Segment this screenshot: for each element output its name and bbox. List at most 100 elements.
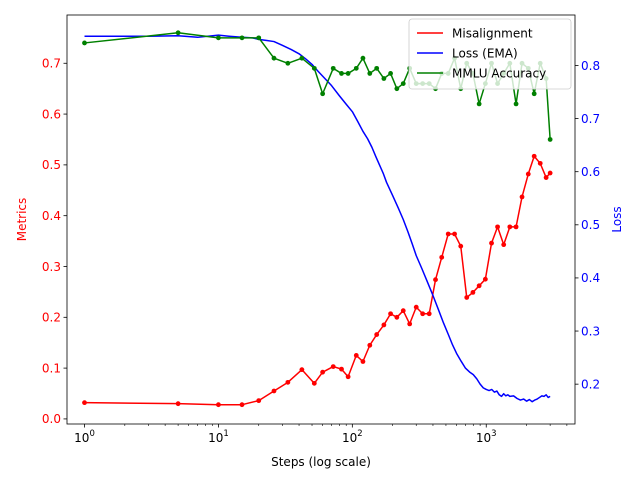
mmlu-accuracy-point — [330, 65, 336, 71]
mmlu-accuracy-point — [388, 71, 393, 76]
loss-ema-line — [84, 34, 551, 403]
misalignment-point — [482, 276, 488, 282]
x-tick-label-base: 10 — [208, 431, 223, 445]
misalignment-point — [285, 379, 291, 385]
mmlu-accuracy-point — [256, 35, 262, 41]
misalignment-point — [360, 359, 366, 364]
y-right-tick-label: 0.7 — [581, 112, 600, 126]
misalignment-point — [537, 160, 543, 166]
mmlu-accuracy-point — [271, 55, 277, 61]
mmlu-accuracy-point — [400, 81, 406, 86]
y-left-tick-label: 0.1 — [42, 361, 61, 375]
mmlu-accuracy-point — [353, 65, 359, 71]
legend-label-loss-ema: Loss (EMA) — [452, 46, 518, 60]
misalignment-point — [452, 231, 457, 237]
y-right-tick-label: 0.2 — [581, 377, 600, 391]
misalignment-point — [339, 366, 344, 372]
misalignment-point — [501, 242, 507, 248]
mmlu-accuracy-point — [345, 71, 351, 76]
misalignment-point — [413, 304, 419, 310]
mmlu-accuracy-point — [175, 30, 181, 36]
y-axis-right-label: Loss — [610, 206, 624, 232]
misalignment-point — [400, 308, 406, 314]
misalignment-point — [388, 311, 393, 317]
misalignment-point — [531, 153, 537, 159]
plot-frame — [66, 14, 576, 425]
y-right-tick-label: 0.8 — [581, 59, 600, 73]
x-tick-label: 102 — [342, 429, 363, 445]
misalignment-point — [299, 367, 305, 373]
misalignment-point — [239, 402, 245, 408]
mmlu-accuracy-point — [367, 71, 373, 76]
mmlu-accuracy-point — [285, 60, 291, 66]
mmlu-accuracy-point — [531, 91, 537, 97]
misalignment-point — [495, 224, 500, 230]
misalignment-point — [513, 224, 519, 230]
legend-box — [408, 18, 572, 90]
mmlu-accuracy-point — [476, 101, 482, 107]
misalignment-point — [519, 194, 525, 200]
mmlu-accuracy-point — [513, 101, 519, 107]
mmlu-accuracy-point — [374, 65, 380, 71]
legend-label-mmlu-accuracy: MMLU Accuracy — [452, 66, 546, 80]
x-tick-label-base: 10 — [342, 431, 357, 445]
misalignment-point — [394, 314, 400, 320]
misalignment-point — [470, 290, 476, 295]
mmlu-accuracy-point — [547, 137, 553, 142]
mmlu-accuracy-point — [311, 65, 317, 71]
y-left-tick-label: 0.6 — [42, 107, 61, 121]
mmlu-accuracy-point — [299, 55, 305, 61]
mmlu-accuracy-point — [82, 40, 87, 46]
misalignment-point — [216, 402, 221, 408]
x-tick-label: 103 — [476, 429, 497, 445]
misalignment-point — [367, 342, 373, 348]
misalignment-point — [476, 283, 482, 289]
y-axis-right: 0.2 0.3 0.4 0.5 0.6 0.7 0.8 — [575, 59, 600, 391]
y-right-tick-label: 0.4 — [581, 271, 600, 285]
misalignment-point — [445, 231, 451, 237]
x-tick-label-exponent: 3 — [491, 429, 496, 439]
misalignment-point — [381, 322, 387, 328]
misalignment-point — [330, 364, 336, 369]
y-left-tick-label: 0.5 — [42, 158, 61, 172]
misalignment-point — [82, 400, 87, 406]
y-left-tick-label: 0.0 — [42, 412, 61, 426]
misalignment-point — [547, 170, 553, 176]
misalignment-point — [311, 380, 317, 386]
misalignment-point — [439, 254, 445, 260]
x-tick-label-base: 10 — [74, 431, 89, 445]
misalignment-point — [433, 277, 438, 283]
misalignment-point — [489, 240, 494, 246]
y-left-tick-label: 0.7 — [42, 57, 61, 71]
mmlu-accuracy-point — [394, 86, 400, 92]
misalignment-point — [175, 401, 181, 407]
mmlu-accuracy-point — [360, 55, 366, 61]
mmlu-accuracy-point — [239, 35, 245, 41]
y-left-tick-label: 0.4 — [42, 209, 61, 223]
y-right-tick-label: 0.3 — [581, 324, 600, 338]
legend: Misalignment Loss (EMA) MMLU Accuracy — [408, 18, 572, 90]
mmlu-accuracy-point — [216, 35, 221, 41]
y-left-tick-label: 0.3 — [42, 260, 61, 274]
y-right-tick-label: 0.5 — [581, 218, 600, 232]
mmlu-accuracy-point — [339, 71, 344, 76]
misalignment-point — [353, 353, 359, 358]
misalignment-point — [374, 332, 380, 337]
legend-label-misalignment: Misalignment — [452, 26, 533, 40]
misalignment-point — [507, 224, 513, 230]
x-tick-label-exponent: 0 — [89, 429, 94, 439]
misalignment-point — [543, 175, 549, 180]
y-right-tick-label: 0.6 — [581, 165, 600, 179]
misalignment-point — [256, 398, 262, 404]
x-tick-label-exponent: 1 — [223, 429, 228, 439]
x-tick-label-base: 10 — [476, 431, 491, 445]
misalignment-point — [420, 311, 426, 317]
y-axis-left: 0.0 0.1 0.2 0.3 0.4 0.5 0.6 0.7 — [42, 57, 67, 426]
y-left-tick-label: 0.2 — [42, 311, 61, 325]
misalignment-point — [525, 171, 531, 177]
x-axis: 100 101 102 103 — [74, 424, 568, 445]
x-tick-label-exponent: 2 — [357, 429, 362, 439]
misalignment-point — [320, 369, 326, 375]
mmlu-accuracy-point — [381, 76, 387, 81]
